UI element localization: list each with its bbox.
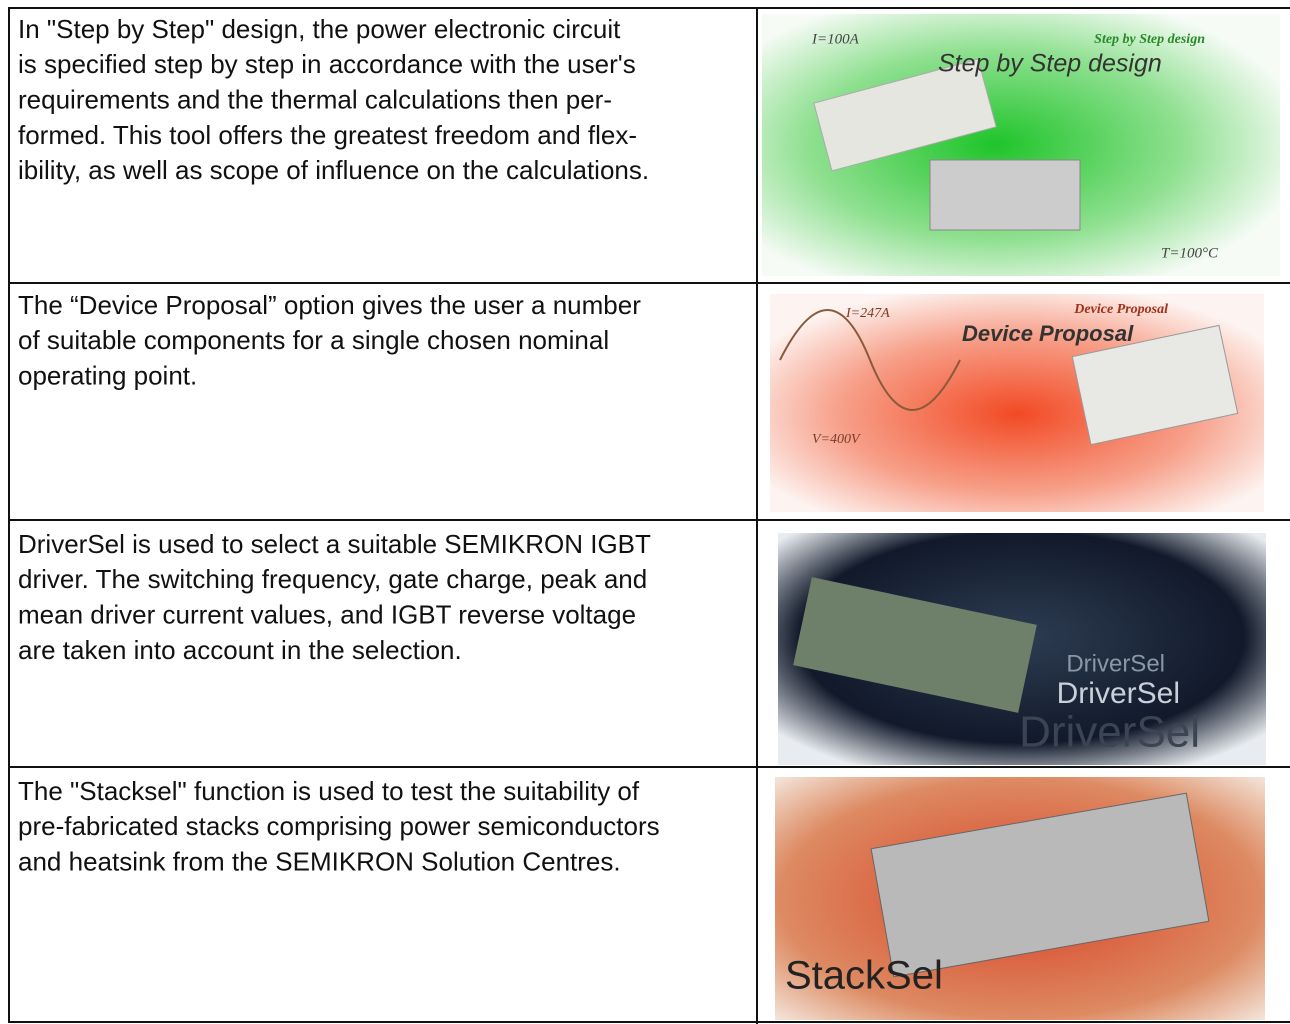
cell-text: pre-fabricated stacks comprising power s…	[18, 811, 660, 841]
cell-text: DriverSel is used to select a suitable S…	[18, 529, 651, 559]
image-label: I=247A	[845, 306, 890, 321]
cell-text: ibility, as well as scope of influence o…	[18, 155, 649, 185]
cell-text: In "Step by Step" design, the power elec…	[18, 14, 621, 44]
cell-text: The "Stacksel" function is used to test …	[18, 776, 640, 806]
image-label: DriverSel	[1057, 677, 1180, 710]
board-shape	[793, 577, 1037, 713]
cell-text: are taken into account in the selection.	[18, 635, 462, 665]
image-label: Device Proposal	[962, 321, 1134, 346]
table-border	[8, 7, 1290, 1023]
image-label: Step by Step design	[938, 50, 1162, 78]
cell-text: operating point.	[18, 360, 197, 390]
image-label: Device Proposal	[1073, 302, 1168, 317]
cell-text: of suitable components for a single chos…	[18, 325, 609, 355]
cell-text: is specified step by step in accordance …	[18, 49, 636, 79]
stack-shape	[870, 792, 1210, 978]
image-label: DriverSel	[1066, 650, 1165, 677]
grid	[8, 7, 1290, 1024]
image-label: I=100A	[811, 31, 860, 47]
cell-text: requirements and the thermal calculation…	[18, 84, 612, 114]
sine-shape	[779, 309, 961, 411]
image-label: Step by Step design	[1094, 32, 1205, 47]
cell-text: The “Device Proposal” option gives the u…	[18, 290, 641, 320]
module-shape	[1071, 324, 1239, 446]
cell-text: formed. This tool offers the greatest fr…	[18, 120, 637, 150]
cell-text: and heatsink from the SEMIKRON Solution …	[18, 846, 621, 876]
images	[762, 14, 1280, 1020]
image-label: T=100°C	[1161, 245, 1219, 261]
module-shape	[813, 58, 997, 172]
image-label: V=400V	[812, 432, 861, 447]
cell-text: driver. The switching frequency, gate ch…	[18, 564, 647, 594]
image-label: DriverSel	[1019, 708, 1200, 757]
heatsink-shape	[929, 159, 1081, 231]
image-label: StackSel	[785, 954, 943, 998]
cell-text: mean driver current values, and IGBT rev…	[18, 599, 636, 629]
